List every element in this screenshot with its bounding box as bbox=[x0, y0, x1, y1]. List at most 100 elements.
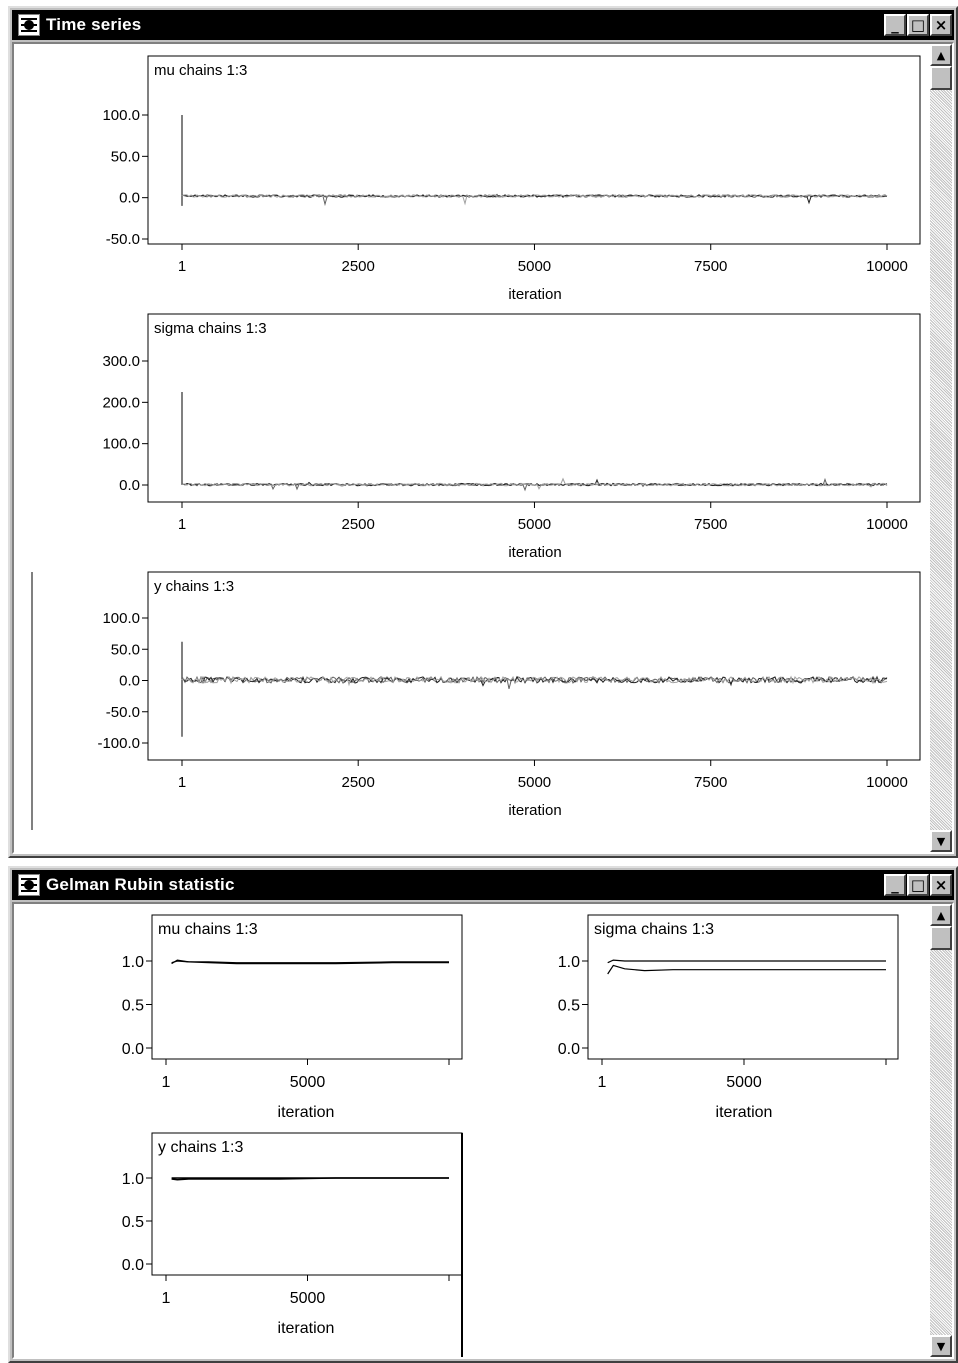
chart-5: y chains 1:3 1.0 0.5 0.0 1 5000 iteration bbox=[122, 1132, 463, 1357]
series-line-2 bbox=[607, 959, 886, 964]
series-line-2 bbox=[171, 960, 449, 964]
plot-frame bbox=[147, 571, 921, 761]
x-tick-label: 1 bbox=[162, 1074, 171, 1091]
chart-title: mu chains 1:3 bbox=[154, 62, 247, 79]
time-series-window: Time series _ □ × mu chains 1:3 100.0 50.0… bbox=[8, 6, 958, 858]
vertical-scrollbar[interactable]: ▲ ▼ bbox=[930, 44, 952, 852]
scroll-down-arrow-icon[interactable]: ▼ bbox=[930, 1335, 952, 1357]
chart-2: y chains 1:3 100.0 50.0 0.0 -50.0 -100.0 1 2500… bbox=[97, 571, 921, 819]
plot-frame bbox=[151, 914, 463, 1060]
y-tick-label: 50.0 bbox=[111, 641, 140, 658]
gelman-rubin-window: Gelman Rubin statistic _ □ × mu chains 1… bbox=[8, 866, 958, 1363]
window-title: Gelman Rubin statistic bbox=[46, 875, 235, 894]
y-tick-label: 0.0 bbox=[122, 1257, 144, 1274]
x-tick-label: 5000 bbox=[518, 774, 551, 791]
y-tick-label: 200.0 bbox=[102, 394, 140, 411]
x-tick-label: 1 bbox=[178, 774, 186, 791]
app-icon bbox=[18, 14, 40, 36]
scroll-up-arrow-icon[interactable]: ▲ bbox=[930, 44, 952, 66]
chart-title: y chains 1:3 bbox=[154, 578, 234, 595]
x-tick-label: 7500 bbox=[694, 258, 727, 275]
x-axis-label: iteration bbox=[508, 802, 561, 819]
vertical-scrollbar[interactable]: ▲ ▼ bbox=[930, 904, 952, 1357]
y-tick-label: -50.0 bbox=[106, 231, 140, 248]
y-tick-label: 0.5 bbox=[122, 998, 144, 1015]
series-trace-chain-3 bbox=[181, 477, 888, 490]
y-tick-label: -100.0 bbox=[97, 735, 140, 752]
y-tick-label: 0.0 bbox=[119, 673, 140, 690]
y-tick-label: -50.0 bbox=[106, 704, 140, 721]
x-tick-label: 2500 bbox=[342, 516, 375, 533]
y-tick-label: 1.0 bbox=[122, 954, 144, 971]
x-axis-label: iteration bbox=[278, 1104, 335, 1121]
y-tick-label: 0.0 bbox=[558, 1041, 580, 1058]
close-button[interactable]: × bbox=[930, 14, 952, 36]
x-axis-label: iteration bbox=[508, 544, 561, 561]
scrollbar-thumb[interactable] bbox=[930, 926, 952, 950]
chart-title: sigma chains 1:3 bbox=[594, 921, 714, 938]
y-tick-label: 100.0 bbox=[102, 107, 140, 124]
plot-frame bbox=[147, 313, 921, 503]
series-trace-chain-1 bbox=[181, 675, 888, 690]
x-axis-label: iteration bbox=[508, 286, 561, 303]
x-tick-label: 5000 bbox=[290, 1074, 326, 1091]
maximize-button[interactable]: □ bbox=[907, 14, 929, 36]
x-tick-label: 7500 bbox=[694, 516, 727, 533]
y-tick-label: 100.0 bbox=[102, 610, 140, 627]
time-series-plots: mu chains 1:3 100.0 50.0 0.0 -50.0 1 2500 5000 7… bbox=[31, 55, 921, 830]
x-tick-label: 5000 bbox=[290, 1290, 326, 1307]
x-axis-label: iteration bbox=[278, 1320, 335, 1337]
y-tick-label: 0.0 bbox=[119, 190, 140, 207]
y-tick-label: 100.0 bbox=[102, 436, 140, 453]
chart-title: sigma chains 1:3 bbox=[154, 320, 267, 337]
y-tick-label: 300.0 bbox=[102, 353, 140, 370]
x-tick-label: 5000 bbox=[518, 258, 551, 275]
x-tick-label: 1 bbox=[178, 516, 186, 533]
time-series-titlebar[interactable]: Time series _ □ × bbox=[12, 10, 954, 40]
x-tick-label: 10000 bbox=[866, 774, 908, 791]
scroll-down-arrow-icon[interactable]: ▼ bbox=[930, 830, 952, 852]
x-tick-label: 10000 bbox=[866, 516, 908, 533]
y-tick-label: 0.5 bbox=[558, 998, 580, 1015]
x-tick-label: 1 bbox=[178, 258, 186, 275]
series-trace-chain-2 bbox=[181, 675, 888, 687]
x-tick-label: 1 bbox=[162, 1290, 171, 1307]
chart-0: mu chains 1:3 100.0 50.0 0.0 -50.0 1 2500 5000 7… bbox=[102, 55, 921, 303]
y-tick-label: 1.0 bbox=[558, 954, 580, 971]
chart-title: y chains 1:3 bbox=[158, 1139, 243, 1156]
x-tick-label: 5000 bbox=[726, 1074, 762, 1091]
series-trace-chain-3 bbox=[181, 675, 888, 687]
series-trace-chain-3 bbox=[181, 194, 888, 206]
gelman-rubin-titlebar[interactable]: Gelman Rubin statistic _ □ × bbox=[12, 870, 954, 900]
close-button[interactable]: × bbox=[930, 874, 952, 896]
x-tick-label: 2500 bbox=[342, 258, 375, 275]
y-tick-label: 1.0 bbox=[122, 1171, 144, 1188]
minimize-button[interactable]: _ bbox=[884, 14, 906, 36]
x-tick-label: 7500 bbox=[694, 774, 727, 791]
gelman-rubin-content: mu chains 1:3 1.0 0.5 0.0 1 5000 iteration sigm… bbox=[12, 902, 954, 1359]
gelman-rubin-plots: mu chains 1:31.00.50.01 5000iterationsigm… bbox=[122, 914, 899, 1357]
plot-frame bbox=[587, 914, 899, 1060]
maximize-button[interactable]: □ bbox=[907, 874, 929, 896]
y-tick-label: 0.0 bbox=[122, 1041, 144, 1058]
y-tick-label: 0.5 bbox=[122, 1214, 144, 1231]
x-tick-label: 1 bbox=[598, 1074, 607, 1091]
series-line-1 bbox=[607, 964, 886, 975]
chart-1: sigma chains 1:3 300.0 200.0 100.0 0.0 1 2500 5… bbox=[102, 313, 921, 561]
x-tick-label: 5000 bbox=[518, 516, 551, 533]
window-title: Time series bbox=[46, 15, 142, 34]
chart-3: mu chains 1:3 1.0 0.5 0.0 1 5000 iteration bbox=[122, 914, 463, 1121]
chart-title: mu chains 1:3 bbox=[158, 921, 258, 938]
app-icon bbox=[18, 874, 40, 896]
scroll-up-arrow-icon[interactable]: ▲ bbox=[930, 904, 952, 926]
time-series-content: mu chains 1:3 100.0 50.0 0.0 -50.0 1 2500 5000 7… bbox=[12, 42, 954, 854]
minimize-button[interactable]: _ bbox=[884, 874, 906, 896]
y-tick-label: 50.0 bbox=[111, 148, 140, 165]
chart-4: sigma chains 1:3 1.0 0.5 0.0 1 5000 iteration bbox=[558, 914, 899, 1121]
x-tick-label: 10000 bbox=[866, 258, 908, 275]
scrollbar-thumb[interactable] bbox=[930, 66, 952, 90]
x-tick-label: 2500 bbox=[342, 774, 375, 791]
y-tick-label: 0.0 bbox=[119, 477, 140, 494]
x-axis-label: iteration bbox=[716, 1104, 773, 1121]
plot-frame bbox=[147, 55, 921, 245]
